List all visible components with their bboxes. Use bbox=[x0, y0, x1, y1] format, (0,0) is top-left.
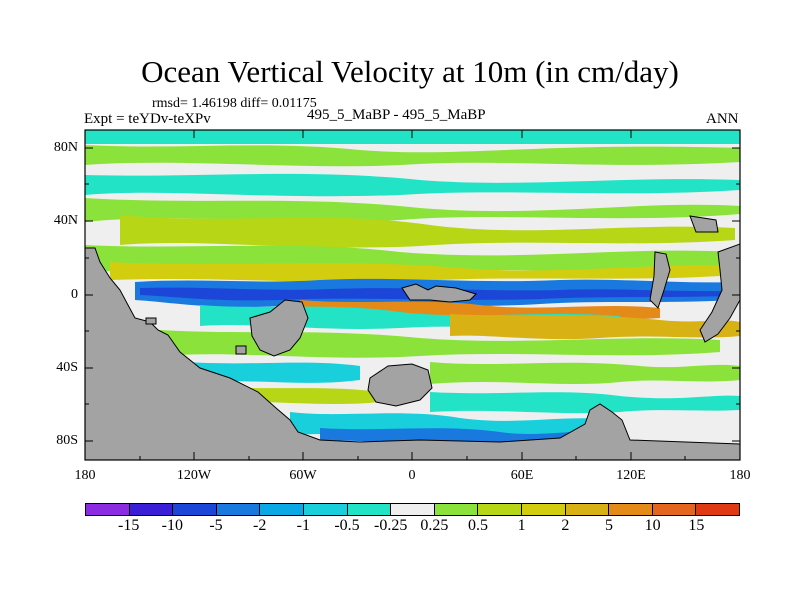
colorbar-swatch bbox=[391, 504, 435, 515]
colorbar bbox=[85, 503, 740, 516]
colorbar-label: 0.5 bbox=[468, 517, 488, 534]
velocity-band bbox=[450, 314, 740, 340]
velocity-band bbox=[85, 173, 740, 197]
colorbar-label: 10 bbox=[644, 517, 661, 534]
land-mass bbox=[249, 299, 309, 357]
rmsd-diff-text: rmsd= 1.46198 diff= 0.01175 bbox=[152, 96, 317, 111]
colorbar-label: -10 bbox=[161, 517, 183, 534]
colorbar-swatch bbox=[478, 504, 522, 515]
case-label: 495_5_MaBP - 495_5_MaBP bbox=[307, 107, 486, 123]
plot-title: Ocean Vertical Velocity at 10m (in cm/da… bbox=[141, 54, 679, 89]
colorbar-swatch bbox=[347, 504, 392, 515]
velocity-band bbox=[120, 215, 735, 248]
colorbar-swatch bbox=[696, 504, 739, 515]
velocity-band bbox=[85, 145, 740, 167]
colorbar-swatch bbox=[521, 504, 566, 515]
y-tick-label: 0 bbox=[71, 287, 78, 302]
x-axis-ticks bbox=[84, 130, 741, 460]
season-label: ANN bbox=[706, 111, 739, 127]
colorbar-label: -0.5 bbox=[334, 517, 360, 534]
colorbar-label: 15 bbox=[688, 517, 705, 534]
land-mass bbox=[367, 363, 433, 407]
land-mass bbox=[145, 317, 157, 325]
colorbar-swatch bbox=[216, 504, 261, 515]
colorbar-swatch bbox=[303, 504, 348, 515]
x-tick-label: 120W bbox=[176, 468, 212, 483]
land-mass bbox=[699, 243, 740, 343]
colorbar-label: -1 bbox=[296, 517, 310, 534]
colorbar-swatch bbox=[652, 504, 697, 515]
colorbar-label: -0.25 bbox=[373, 517, 408, 534]
velocity-band bbox=[430, 362, 740, 384]
x-tick-label: 60E bbox=[510, 468, 534, 483]
y-tick-label: 40N bbox=[53, 213, 78, 228]
y-tick-label: 80S bbox=[56, 433, 78, 448]
velocity-band bbox=[430, 392, 740, 414]
colorbar-swatch bbox=[434, 504, 479, 515]
colorbar-label: 5 bbox=[605, 517, 613, 534]
experiment-label: Expt = teYDv-teXPv bbox=[84, 111, 211, 127]
colorbar-swatch bbox=[173, 504, 217, 515]
y-axis-ticks bbox=[85, 147, 740, 442]
x-tick-label: 60W bbox=[289, 468, 317, 483]
y-tick-label: 80N bbox=[53, 140, 78, 155]
colorbar-label: 2 bbox=[561, 517, 570, 534]
colorbar-label: 1 bbox=[517, 517, 526, 534]
land-mass bbox=[649, 251, 671, 309]
x-tick-label: 0 bbox=[408, 468, 416, 483]
land-mass bbox=[401, 283, 477, 303]
x-tick-label: 180 bbox=[74, 468, 96, 483]
velocity-band bbox=[110, 262, 735, 282]
x-tick-label: 120E bbox=[616, 468, 646, 483]
colorbar-swatch bbox=[129, 504, 174, 515]
land-mass bbox=[689, 215, 719, 233]
colorbar-swatch bbox=[565, 504, 610, 515]
colorbar-swatch bbox=[260, 504, 304, 515]
colorbar-label: 0.25 bbox=[420, 517, 449, 534]
land-mass bbox=[235, 345, 247, 355]
colorbar-label: -15 bbox=[117, 517, 140, 534]
x-tick-label: 180 bbox=[729, 468, 751, 483]
colorbar-label: -2 bbox=[252, 517, 267, 534]
velocity-band bbox=[85, 198, 740, 222]
map-field bbox=[85, 130, 740, 460]
land-mass bbox=[85, 247, 740, 460]
colorbar-swatch bbox=[86, 504, 130, 515]
colorbar-swatch bbox=[609, 504, 653, 515]
colorbar-label: -5 bbox=[209, 517, 223, 534]
y-tick-label: 40S bbox=[56, 360, 78, 375]
